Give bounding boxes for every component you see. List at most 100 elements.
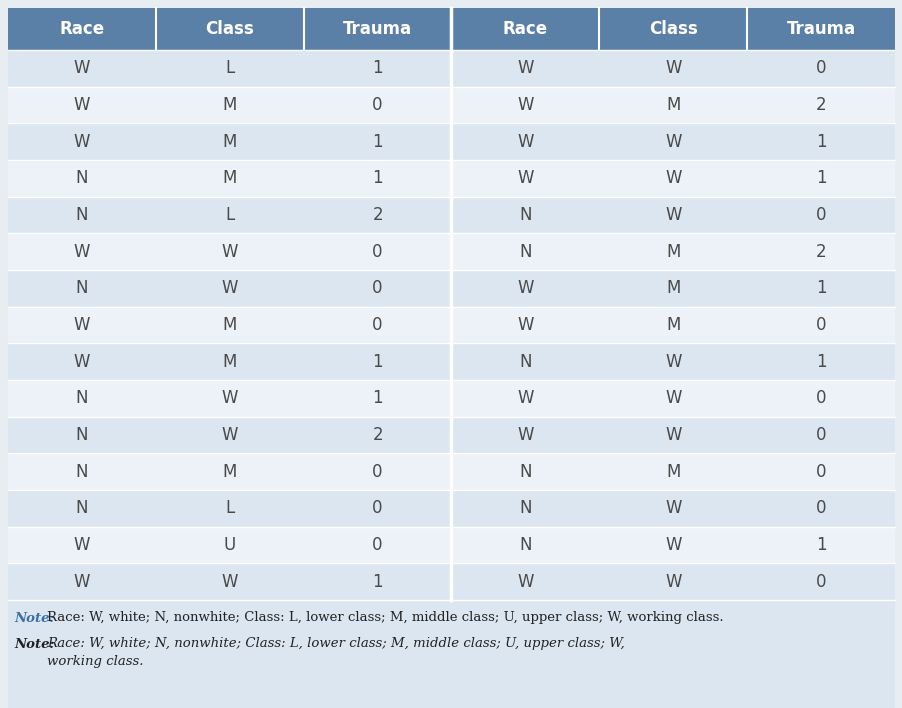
- Text: 1: 1: [372, 132, 382, 151]
- Text: L: L: [225, 206, 235, 224]
- Text: W: W: [221, 573, 238, 590]
- Text: 1: 1: [372, 169, 382, 188]
- Bar: [8, 234, 156, 270]
- Text: W: W: [74, 353, 90, 371]
- Text: N: N: [519, 536, 531, 554]
- Text: 0: 0: [372, 462, 382, 481]
- Bar: [746, 123, 894, 160]
- Text: 2: 2: [815, 243, 825, 261]
- Bar: [746, 8, 894, 50]
- Bar: [303, 270, 451, 307]
- Bar: [8, 490, 156, 527]
- Text: 0: 0: [372, 280, 382, 297]
- Text: W: W: [74, 243, 90, 261]
- Text: W: W: [517, 280, 533, 297]
- Bar: [451, 453, 599, 490]
- Text: W: W: [664, 573, 681, 590]
- Bar: [303, 234, 451, 270]
- Bar: [303, 50, 451, 86]
- Text: W: W: [664, 499, 681, 518]
- Text: M: M: [666, 243, 680, 261]
- Bar: [451, 123, 599, 160]
- Text: 1: 1: [815, 132, 825, 151]
- Bar: [8, 564, 156, 600]
- Text: M: M: [222, 316, 236, 334]
- Text: 1: 1: [372, 573, 382, 590]
- Text: N: N: [519, 499, 531, 518]
- Text: N: N: [76, 462, 88, 481]
- Bar: [746, 307, 894, 343]
- Bar: [451, 527, 599, 564]
- Text: 0: 0: [372, 243, 382, 261]
- Text: 1: 1: [372, 389, 382, 407]
- Text: W: W: [74, 316, 90, 334]
- Bar: [599, 8, 746, 50]
- Bar: [303, 527, 451, 564]
- Bar: [8, 307, 156, 343]
- Bar: [156, 453, 303, 490]
- Text: W: W: [74, 96, 90, 114]
- Bar: [8, 453, 156, 490]
- Text: W: W: [74, 132, 90, 151]
- Text: Class: Class: [649, 20, 697, 38]
- Bar: [599, 86, 746, 123]
- Text: N: N: [76, 206, 88, 224]
- Text: 1: 1: [815, 169, 825, 188]
- Bar: [156, 123, 303, 160]
- Bar: [451, 8, 599, 50]
- Text: M: M: [222, 96, 236, 114]
- Text: Trauma: Trauma: [786, 20, 855, 38]
- Bar: [451, 270, 599, 307]
- Bar: [599, 50, 746, 86]
- Text: N: N: [76, 169, 88, 188]
- Bar: [746, 197, 894, 234]
- Bar: [746, 86, 894, 123]
- Text: M: M: [666, 96, 680, 114]
- Bar: [746, 490, 894, 527]
- Text: W: W: [664, 426, 681, 444]
- Bar: [451, 234, 599, 270]
- Text: N: N: [519, 243, 531, 261]
- Text: W: W: [221, 280, 238, 297]
- Bar: [599, 307, 746, 343]
- Text: 0: 0: [815, 499, 825, 518]
- Bar: [599, 564, 746, 600]
- Text: W: W: [74, 536, 90, 554]
- Bar: [451, 86, 599, 123]
- Bar: [303, 564, 451, 600]
- Text: 0: 0: [372, 499, 382, 518]
- Text: 0: 0: [815, 59, 825, 77]
- Bar: [746, 50, 894, 86]
- Bar: [746, 234, 894, 270]
- Text: 0: 0: [815, 316, 825, 334]
- Text: 2: 2: [372, 206, 382, 224]
- Text: W: W: [664, 536, 681, 554]
- Text: 0: 0: [815, 206, 825, 224]
- Text: N: N: [76, 389, 88, 407]
- Text: 0: 0: [815, 573, 825, 590]
- Text: 1: 1: [372, 59, 382, 77]
- Bar: [8, 343, 156, 380]
- Text: M: M: [222, 169, 236, 188]
- Text: W: W: [221, 426, 238, 444]
- Bar: [8, 8, 156, 50]
- Bar: [746, 270, 894, 307]
- Bar: [599, 417, 746, 453]
- Text: W: W: [221, 243, 238, 261]
- Bar: [156, 197, 303, 234]
- Bar: [746, 527, 894, 564]
- Bar: [303, 490, 451, 527]
- Text: Trauma: Trauma: [343, 20, 411, 38]
- Text: 0: 0: [372, 96, 382, 114]
- Bar: [303, 123, 451, 160]
- Text: W: W: [664, 132, 681, 151]
- Text: W: W: [517, 132, 533, 151]
- Bar: [451, 490, 599, 527]
- Bar: [156, 8, 303, 50]
- Bar: [303, 343, 451, 380]
- Bar: [451, 380, 599, 417]
- Bar: [8, 270, 156, 307]
- Text: W: W: [517, 169, 533, 188]
- Bar: [303, 453, 451, 490]
- Bar: [451, 343, 599, 380]
